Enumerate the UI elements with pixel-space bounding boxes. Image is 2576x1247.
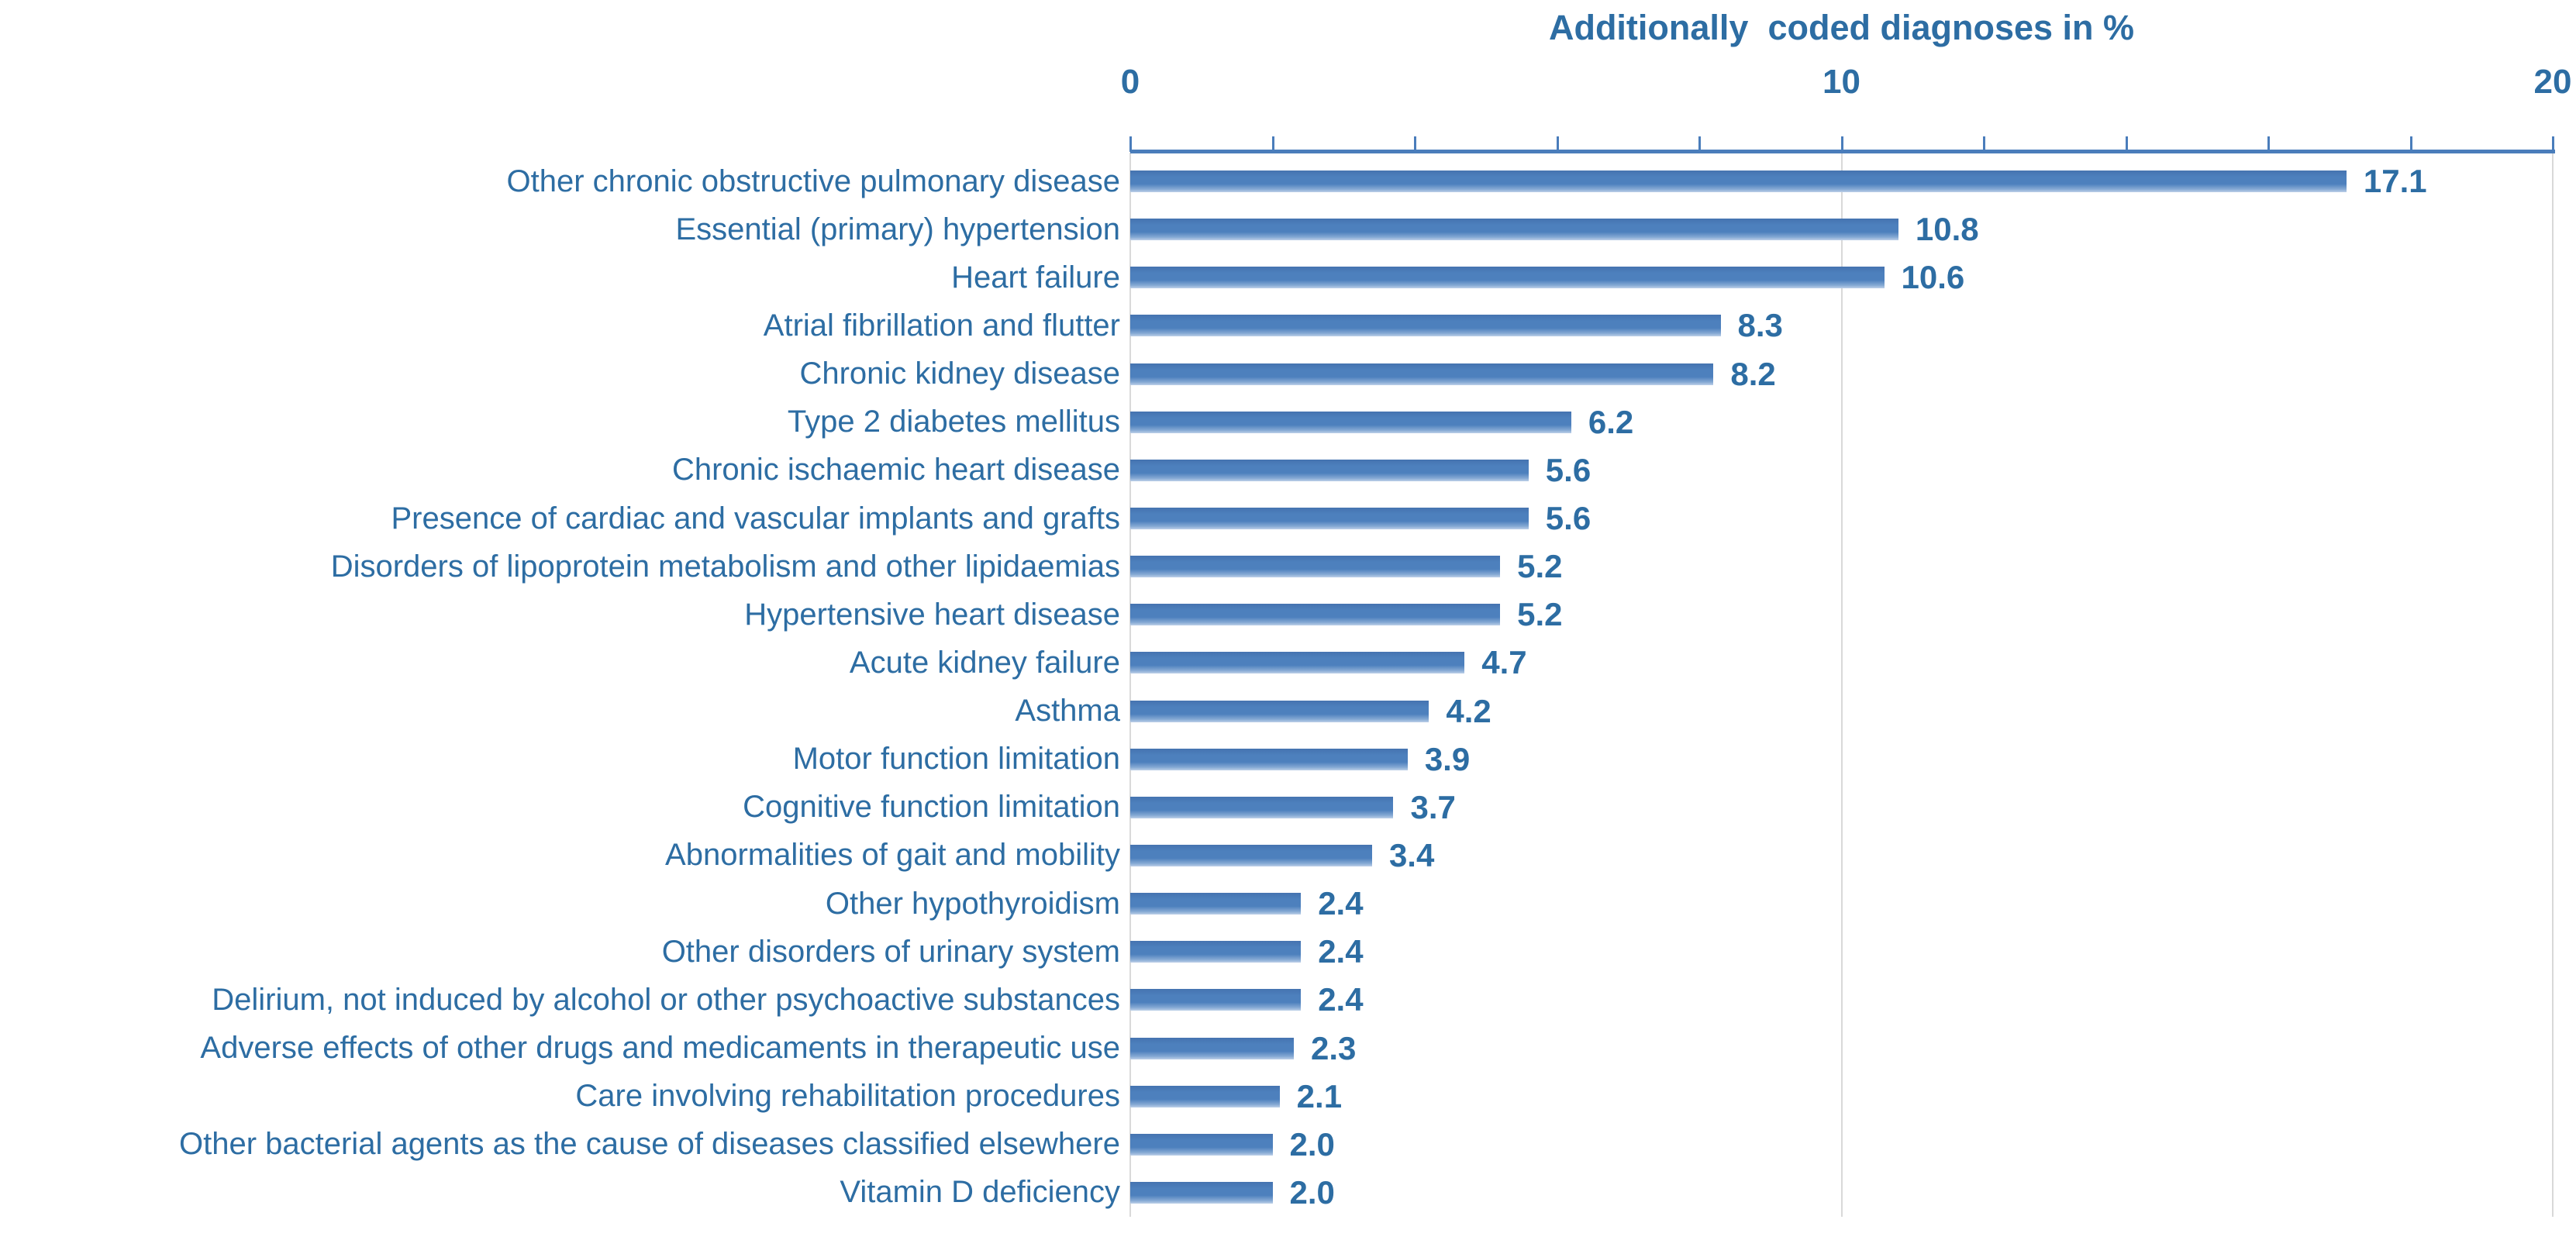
x-axis-tick — [2409, 136, 2412, 152]
category-label: Vitamin D deficiency — [840, 1175, 1120, 1210]
bar — [1130, 411, 1571, 433]
value-label: 4.2 — [1446, 692, 1491, 729]
value-label: 6.2 — [1588, 403, 1634, 440]
x-axis-tick-label: 20 — [2533, 63, 2572, 101]
bar — [1130, 941, 1302, 963]
category-label: Type 2 diabetes mellitus — [787, 405, 1120, 439]
category-label: Asthma — [1015, 694, 1120, 729]
value-label: 3.7 — [1410, 788, 1456, 825]
x-axis-tick — [1556, 136, 1559, 152]
value-label: 3.4 — [1388, 836, 1435, 873]
bar — [1130, 315, 1721, 337]
gridline — [1840, 153, 1843, 1217]
value-label: 5.6 — [1545, 451, 1591, 488]
x-axis-tick-label: 0 — [1120, 63, 1140, 101]
value-label: 3.9 — [1424, 740, 1471, 777]
x-axis-tick — [1129, 136, 1132, 152]
category-label: Heart failure — [951, 260, 1120, 295]
bar — [1130, 1085, 1280, 1107]
value-label: 10.8 — [1915, 211, 1979, 248]
value-label: 2.1 — [1296, 1077, 1343, 1114]
category-label: Chronic kidney disease — [799, 357, 1120, 391]
x-axis-tick — [2125, 136, 2128, 152]
bar — [1130, 556, 1501, 578]
x-axis-tick — [1414, 136, 1416, 152]
bar — [1130, 1133, 1273, 1156]
value-label: 8.2 — [1730, 355, 1776, 392]
x-axis-tick — [1698, 136, 1701, 152]
category-label: Atrial fibrillation and flutter — [763, 308, 1120, 343]
category-label: Adverse effects of other drugs and medic… — [200, 1031, 1120, 1066]
category-label: Abnormalities of gait and mobility — [665, 838, 1120, 873]
bar — [1130, 363, 1714, 385]
bar — [1130, 652, 1465, 674]
x-axis-tick — [1271, 136, 1274, 152]
bar — [1130, 893, 1302, 915]
category-label: Motor function limitation — [792, 742, 1120, 777]
bar — [1130, 1037, 1295, 1059]
value-label: 2.3 — [1311, 1029, 1357, 1066]
value-label: 2.0 — [1289, 1173, 1335, 1211]
value-label: 10.6 — [1901, 259, 1965, 296]
category-label: Other disorders of urinary system — [661, 934, 1120, 969]
category-label: Chronic ischaemic heart disease — [671, 453, 1120, 487]
category-label: Disorders of lipoprotein metabolism and … — [330, 549, 1120, 584]
x-axis-tick — [1840, 136, 1843, 152]
bar — [1130, 508, 1529, 530]
value-label: 17.1 — [2363, 163, 2427, 200]
bar — [1130, 700, 1429, 722]
value-label: 2.4 — [1318, 981, 1364, 1018]
value-label: 2.4 — [1318, 885, 1364, 922]
gridline — [2552, 153, 2554, 1217]
x-axis-tick — [2267, 136, 2270, 152]
value-label: 2.4 — [1318, 933, 1364, 970]
category-label: Hypertensive heart disease — [744, 597, 1120, 632]
category-label: Acute kidney failure — [849, 645, 1120, 680]
category-label: Delirium, not induced by alcohol or othe… — [212, 982, 1120, 1017]
bar — [1130, 989, 1302, 1011]
category-label: Cognitive function limitation — [743, 790, 1120, 825]
bar — [1130, 219, 1898, 241]
gridline — [1129, 153, 1131, 1217]
category-label: Essential (primary) hypertension — [675, 212, 1120, 246]
value-label: 4.7 — [1481, 644, 1527, 681]
category-label: Presence of cardiac and vascular implant… — [391, 501, 1121, 536]
x-axis-tick — [1983, 136, 1985, 152]
value-label: 8.3 — [1737, 307, 1783, 344]
value-label: 5.2 — [1517, 596, 1563, 633]
bar — [1130, 748, 1408, 770]
value-label: 2.0 — [1289, 1125, 1335, 1163]
category-label: Other chronic obstructive pulmonary dise… — [506, 164, 1120, 198]
bar — [1130, 796, 1394, 818]
bar — [1130, 171, 2347, 193]
bar — [1130, 459, 1529, 481]
bar — [1130, 604, 1501, 626]
category-label: Other hypothyroidism — [825, 886, 1120, 921]
value-label: 5.6 — [1545, 500, 1591, 537]
bar — [1130, 267, 1885, 289]
bar — [1130, 1181, 1273, 1204]
x-axis-tick — [2552, 136, 2554, 152]
x-axis-tick-label: 10 — [1823, 63, 1860, 101]
chart-title: Additionally coded diagnoses in % — [1548, 8, 2135, 47]
category-label: Other bacterial agents as the cause of d… — [178, 1127, 1120, 1162]
value-label: 5.2 — [1517, 548, 1563, 585]
category-label: Care involving rehabilitation procedures — [575, 1079, 1120, 1114]
bar — [1130, 844, 1372, 866]
